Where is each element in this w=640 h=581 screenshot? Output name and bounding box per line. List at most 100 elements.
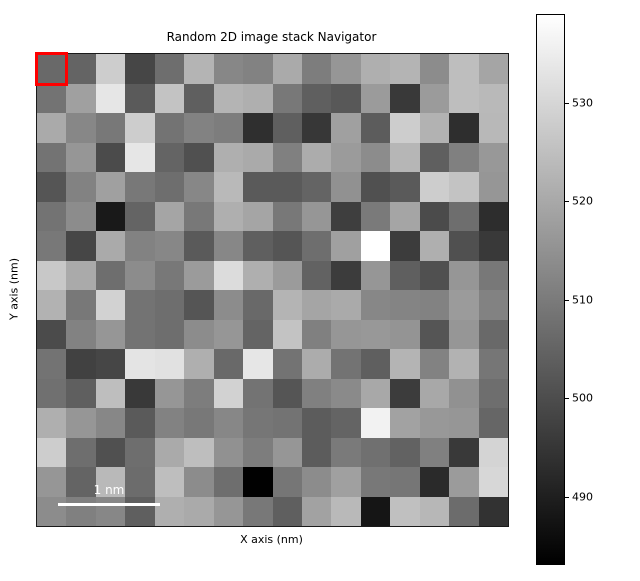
heatmap-cell[interactable] xyxy=(360,408,391,438)
heatmap-cell[interactable] xyxy=(360,437,391,467)
heatmap-cell[interactable] xyxy=(95,319,126,349)
heatmap-cell[interactable] xyxy=(66,172,96,202)
heatmap-cell[interactable] xyxy=(154,260,185,290)
heatmap-cell[interactable] xyxy=(154,349,185,379)
heatmap-cell[interactable] xyxy=(478,201,508,231)
heatmap-cell[interactable] xyxy=(331,408,361,438)
heatmap-cell[interactable] xyxy=(301,113,332,143)
heatmap-cell[interactable] xyxy=(37,319,67,349)
heatmap-cell[interactable] xyxy=(360,378,391,408)
heatmap-cell[interactable] xyxy=(272,113,302,143)
heatmap-cell[interactable] xyxy=(125,290,155,320)
heatmap-cell[interactable] xyxy=(184,201,214,231)
heatmap-cell[interactable] xyxy=(449,496,479,526)
heatmap-cell[interactable] xyxy=(154,113,185,143)
heatmap-cell[interactable] xyxy=(331,467,361,497)
heatmap-cell[interactable] xyxy=(360,349,391,379)
heatmap-cell[interactable] xyxy=(301,408,332,438)
heatmap-cell[interactable] xyxy=(331,201,361,231)
heatmap-cell[interactable] xyxy=(272,378,302,408)
heatmap-cell[interactable] xyxy=(66,260,96,290)
heatmap-cell[interactable] xyxy=(184,113,214,143)
heatmap-cell[interactable] xyxy=(95,231,126,261)
heatmap-cell[interactable] xyxy=(37,142,67,172)
heatmap-cell[interactable] xyxy=(154,378,185,408)
heatmap-cell[interactable] xyxy=(125,83,155,113)
heatmap-cell[interactable] xyxy=(37,408,67,438)
heatmap-cell[interactable] xyxy=(360,172,391,202)
heatmap-cell[interactable] xyxy=(390,496,420,526)
heatmap-cell[interactable] xyxy=(360,113,391,143)
heatmap-cell[interactable] xyxy=(419,231,450,261)
heatmap-cell[interactable] xyxy=(154,201,185,231)
heatmap-cell[interactable] xyxy=(125,231,155,261)
heatmap-cell[interactable] xyxy=(390,467,420,497)
heatmap-cell[interactable] xyxy=(449,408,479,438)
heatmap-cell[interactable] xyxy=(301,496,332,526)
heatmap-cell[interactable] xyxy=(360,496,391,526)
heatmap-cell[interactable] xyxy=(419,467,450,497)
heatmap-cell[interactable] xyxy=(95,172,126,202)
heatmap-cell[interactable] xyxy=(213,378,244,408)
heatmap-cell[interactable] xyxy=(360,319,391,349)
heatmap-cell[interactable] xyxy=(66,231,96,261)
heatmap-cell[interactable] xyxy=(95,467,126,497)
heatmap-cell[interactable] xyxy=(360,142,391,172)
heatmap-cell[interactable] xyxy=(478,290,508,320)
heatmap-cell[interactable] xyxy=(272,83,302,113)
heatmap-cell[interactable] xyxy=(184,290,214,320)
heatmap-cell[interactable] xyxy=(449,231,479,261)
heatmap-cell[interactable] xyxy=(66,142,96,172)
heatmap-cell[interactable] xyxy=(419,113,450,143)
heatmap-cell[interactable] xyxy=(390,113,420,143)
heatmap-cell[interactable] xyxy=(478,260,508,290)
heatmap-cell[interactable] xyxy=(301,54,332,84)
heatmap-cell[interactable] xyxy=(390,172,420,202)
heatmap-cell[interactable] xyxy=(331,172,361,202)
heatmap-cell[interactable] xyxy=(154,231,185,261)
heatmap-cell[interactable] xyxy=(184,54,214,84)
heatmap-cell[interactable] xyxy=(125,496,155,526)
heatmap-cell[interactable] xyxy=(213,319,244,349)
heatmap-cell[interactable] xyxy=(272,408,302,438)
heatmap-cell[interactable] xyxy=(419,378,450,408)
heatmap-cell[interactable] xyxy=(331,496,361,526)
heatmap-cell[interactable] xyxy=(95,142,126,172)
heatmap-cell[interactable] xyxy=(390,319,420,349)
heatmap-cell[interactable] xyxy=(213,496,244,526)
heatmap-cell[interactable] xyxy=(125,408,155,438)
heatmap-cell[interactable] xyxy=(331,260,361,290)
heatmap-cell[interactable] xyxy=(184,408,214,438)
heatmap-cell[interactable] xyxy=(478,172,508,202)
heatmap-cell[interactable] xyxy=(37,113,67,143)
heatmap-cell[interactable] xyxy=(154,467,185,497)
heatmap-cell[interactable] xyxy=(154,496,185,526)
heatmap-cell[interactable] xyxy=(213,142,244,172)
heatmap-cell[interactable] xyxy=(154,437,185,467)
heatmap-cell[interactable] xyxy=(95,260,126,290)
heatmap-cell[interactable] xyxy=(272,260,302,290)
heatmap-cell[interactable] xyxy=(184,83,214,113)
heatmap-cell[interactable] xyxy=(243,142,273,172)
heatmap-cell[interactable] xyxy=(213,201,244,231)
heatmap-cell[interactable] xyxy=(213,408,244,438)
heatmap-cell[interactable] xyxy=(449,113,479,143)
heatmap-cell[interactable] xyxy=(301,467,332,497)
heatmap-cell[interactable] xyxy=(419,54,450,84)
heatmap-cell[interactable] xyxy=(154,83,185,113)
heatmap-cell[interactable] xyxy=(390,349,420,379)
heatmap-cell[interactable] xyxy=(449,172,479,202)
heatmap-cell[interactable] xyxy=(213,290,244,320)
heatmap-cell[interactable] xyxy=(478,319,508,349)
heatmap-cell[interactable] xyxy=(95,113,126,143)
heatmap-cell[interactable] xyxy=(243,172,273,202)
heatmap-cell[interactable] xyxy=(213,260,244,290)
heatmap-cell[interactable] xyxy=(478,467,508,497)
heatmap-cell[interactable] xyxy=(331,349,361,379)
heatmap-cell[interactable] xyxy=(301,378,332,408)
heatmap-cell[interactable] xyxy=(125,349,155,379)
heatmap-cell[interactable] xyxy=(301,231,332,261)
heatmap-cell[interactable] xyxy=(331,54,361,84)
heatmap-cell[interactable] xyxy=(301,260,332,290)
heatmap-cell[interactable] xyxy=(390,83,420,113)
